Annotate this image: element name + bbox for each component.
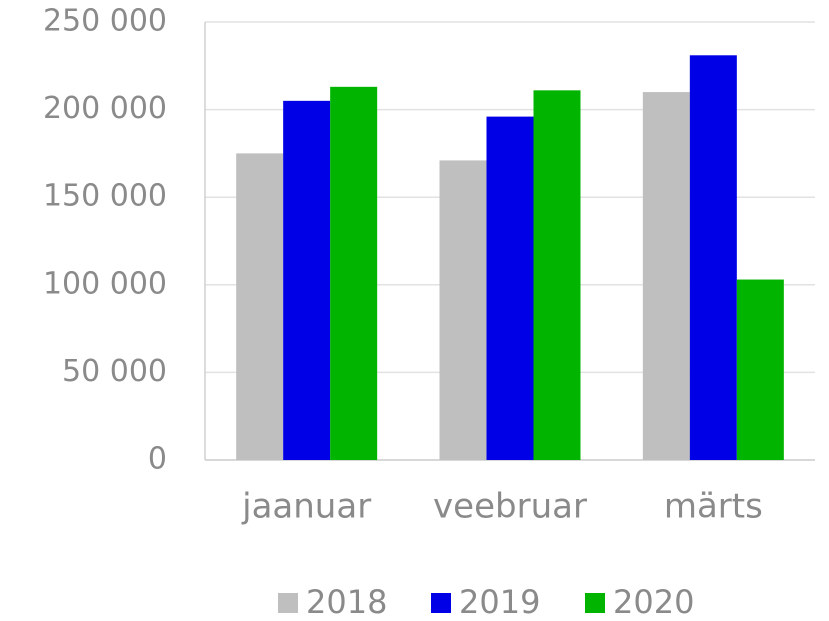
bar xyxy=(736,279,784,460)
bar xyxy=(236,153,284,460)
bar xyxy=(330,86,378,460)
y-tick-label: 150 000 xyxy=(43,179,167,214)
bar xyxy=(689,55,737,461)
x-tick-label: jaanuar xyxy=(241,487,371,527)
bar xyxy=(642,92,690,460)
y-tick-label: 200 000 xyxy=(43,91,167,126)
legend-label: 2018 xyxy=(306,583,387,621)
y-tick-label: 250 000 xyxy=(43,4,167,39)
y-tick-label: 100 000 xyxy=(43,266,167,301)
bar xyxy=(533,90,581,460)
legend-label: 2020 xyxy=(613,583,694,621)
x-tick-label: veebruar xyxy=(433,487,587,527)
y-tick-label: 50 000 xyxy=(62,354,167,389)
legend-swatch xyxy=(585,593,605,613)
bar xyxy=(283,100,331,460)
y-tick-label: 0 xyxy=(148,442,167,477)
bar xyxy=(486,116,534,460)
bar xyxy=(439,160,487,460)
legend-label: 2019 xyxy=(459,583,540,621)
x-tick-label: märts xyxy=(664,487,763,527)
legend-swatch xyxy=(278,593,298,613)
legend-swatch xyxy=(431,593,451,613)
